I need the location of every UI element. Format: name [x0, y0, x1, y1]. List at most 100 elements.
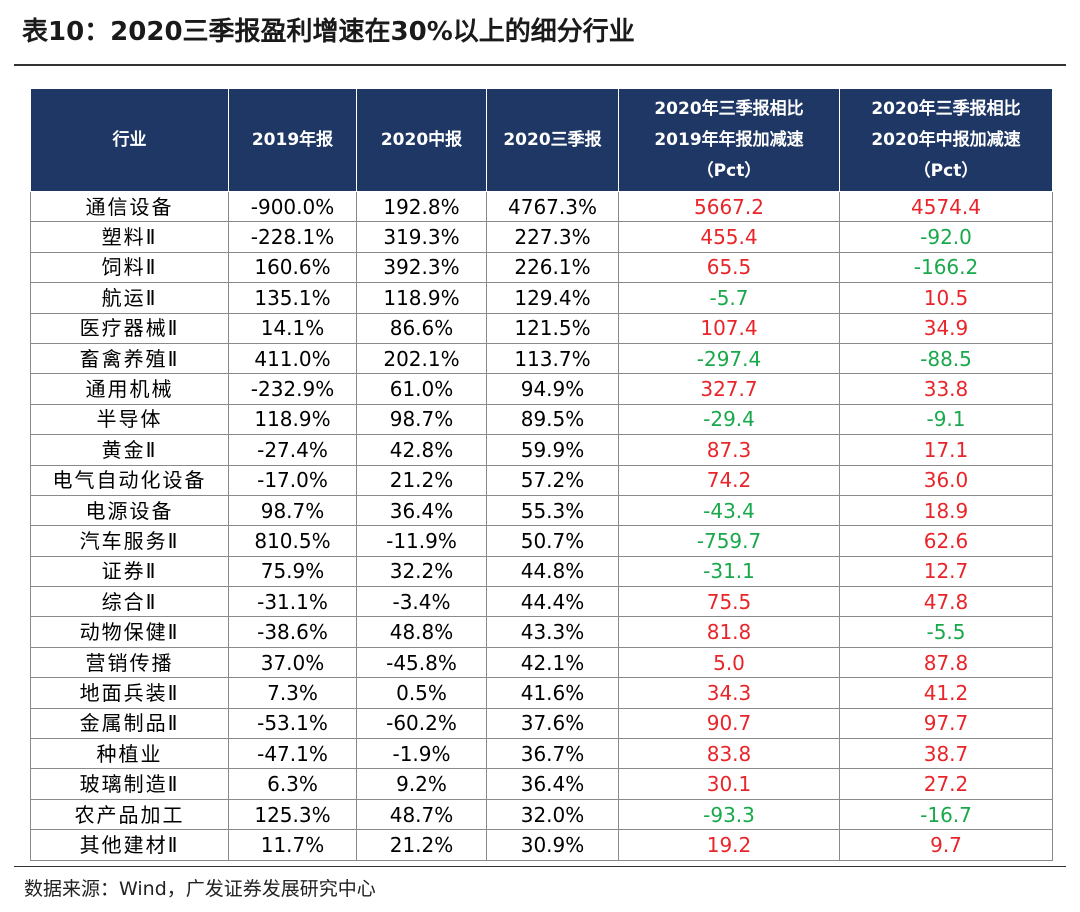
industry-cell: 电源设备 — [30, 494, 229, 527]
change-cell: 9.7 — [839, 829, 1053, 861]
change-cell: 75.5 — [618, 586, 840, 618]
industry-cell: 金属制品Ⅱ — [30, 707, 229, 740]
top-divider — [14, 64, 1066, 66]
growth-cell: 9.2% — [356, 768, 487, 800]
table-row: 通信设备 -900.0% 192.8% 4767.3% 5667.2 4574.4 — [30, 190, 1053, 223]
industry-cell: 种植业 — [30, 738, 229, 770]
change-cell: -31.1 — [618, 555, 840, 588]
change-cell: 27.2 — [839, 768, 1053, 800]
growth-cell: 94.9% — [486, 373, 619, 405]
change-cell: 90.7 — [618, 707, 840, 740]
industry-cell: 半导体 — [30, 403, 229, 436]
growth-cell: 810.5% — [228, 525, 357, 557]
industry-cell: 医疗器械Ⅱ — [30, 312, 229, 344]
change-cell: 87.8 — [839, 646, 1053, 679]
table-row: 电气自动化设备 -17.0% 21.2% 57.2% 74.2 36.0 — [30, 464, 1053, 496]
growth-cell: 36.4% — [486, 768, 619, 800]
column-header: 2020年三季报相比 2020年中报加减速 （Pct） — [839, 88, 1053, 192]
column-header: 2020年三季报相比 2019年年报加减速 （Pct） — [618, 88, 840, 192]
column-header-line: （Pct） — [696, 160, 762, 181]
growth-cell: 118.9% — [228, 403, 357, 436]
column-header: 2020中报 — [356, 88, 487, 192]
table-row: 玻璃制造Ⅱ 6.3% 9.2% 36.4% 30.1 27.2 — [30, 768, 1053, 800]
growth-cell: 36.7% — [486, 738, 619, 770]
change-cell: 107.4 — [618, 312, 840, 344]
growth-cell: -17.0% — [228, 464, 357, 496]
column-header-line: 行业 — [112, 129, 147, 150]
change-cell: -43.4 — [618, 494, 840, 527]
growth-cell: 44.4% — [486, 586, 619, 618]
growth-cell: 125.3% — [228, 798, 357, 831]
industry-cell: 证券Ⅱ — [30, 555, 229, 588]
growth-cell: 113.7% — [486, 342, 619, 375]
industry-cell: 通信设备 — [30, 190, 229, 223]
growth-cell: 192.8% — [356, 190, 487, 223]
change-cell: 87.3 — [618, 434, 840, 466]
change-cell: -88.5 — [839, 342, 1053, 375]
industry-growth-table: 行业 2019年报 2020中报 2020三季报 2020年三季报相比 2019年年报加减… — [30, 88, 1053, 861]
growth-cell: -47.1% — [228, 738, 357, 770]
table-row: 金属制品Ⅱ -53.1% -60.2% 37.6% 90.7 97.7 — [30, 707, 1053, 740]
growth-cell: -11.9% — [356, 525, 487, 557]
table-row: 黄金Ⅱ -27.4% 42.8% 59.9% 87.3 17.1 — [30, 434, 1053, 466]
industry-cell: 塑料Ⅱ — [30, 221, 229, 253]
column-header-line: （Pct） — [913, 160, 979, 181]
growth-cell: 21.2% — [356, 829, 487, 861]
growth-cell: 32.2% — [356, 555, 487, 588]
change-cell: 12.7 — [839, 555, 1053, 588]
table-body: 通信设备 -900.0% 192.8% 4767.3% 5667.2 4574.4 塑料Ⅱ -… — [30, 190, 1053, 861]
growth-cell: 98.7% — [356, 403, 487, 436]
growth-cell: 4767.3% — [486, 190, 619, 223]
growth-cell: 43.3% — [486, 616, 619, 648]
industry-cell: 电气自动化设备 — [30, 464, 229, 496]
column-header-line: 2020中报 — [380, 129, 463, 150]
growth-cell: 319.3% — [356, 221, 487, 253]
column-header-line: 2019年报 — [251, 129, 334, 150]
header-row: 行业 2019年报 2020中报 2020三季报 2020年三季报相比 2019年年报加减… — [30, 88, 1053, 192]
growth-cell: 30.9% — [486, 829, 619, 861]
table-row: 饲料Ⅱ 160.6% 392.3% 226.1% 65.5 -166.2 — [30, 251, 1053, 284]
industry-cell: 通用机械 — [30, 373, 229, 405]
growth-cell: 14.1% — [228, 312, 357, 344]
industry-cell: 黄金Ⅱ — [30, 434, 229, 466]
change-cell: 455.4 — [618, 221, 840, 253]
growth-cell: 41.6% — [486, 677, 619, 709]
change-cell: 17.1 — [839, 434, 1053, 466]
change-cell: 97.7 — [839, 707, 1053, 740]
change-cell: 33.8 — [839, 373, 1053, 405]
table-row: 塑料Ⅱ -228.1% 319.3% 227.3% 455.4 -92.0 — [30, 221, 1053, 253]
growth-cell: 42.1% — [486, 646, 619, 679]
growth-cell: 202.1% — [356, 342, 487, 375]
table-row: 电源设备 98.7% 36.4% 55.3% -43.4 18.9 — [30, 494, 1053, 527]
growth-cell: 392.3% — [356, 251, 487, 284]
growth-cell: 411.0% — [228, 342, 357, 375]
change-cell: 65.5 — [618, 251, 840, 284]
change-cell: -5.7 — [618, 282, 840, 314]
growth-cell: 50.7% — [486, 525, 619, 557]
table-row: 医疗器械Ⅱ 14.1% 86.6% 121.5% 107.4 34.9 — [30, 312, 1053, 344]
growth-cell: 44.8% — [486, 555, 619, 588]
growth-cell: 160.6% — [228, 251, 357, 284]
growth-cell: -38.6% — [228, 616, 357, 648]
industry-cell: 汽车服务Ⅱ — [30, 525, 229, 557]
change-cell: -297.4 — [618, 342, 840, 375]
growth-cell: 42.8% — [356, 434, 487, 466]
growth-cell: -232.9% — [228, 373, 357, 405]
table-row: 农产品加工 125.3% 48.7% 32.0% -93.3 -16.7 — [30, 798, 1053, 831]
table-row: 种植业 -47.1% -1.9% 36.7% 83.8 38.7 — [30, 738, 1053, 770]
growth-cell: 59.9% — [486, 434, 619, 466]
growth-cell: 129.4% — [486, 282, 619, 314]
change-cell: 34.9 — [839, 312, 1053, 344]
industry-cell: 畜禽养殖Ⅱ — [30, 342, 229, 375]
table-header: 行业 2019年报 2020中报 2020三季报 2020年三季报相比 2019年年报加减… — [30, 88, 1053, 192]
growth-cell: 121.5% — [486, 312, 619, 344]
table-row: 汽车服务Ⅱ 810.5% -11.9% 50.7% -759.7 62.6 — [30, 525, 1053, 557]
change-cell: 19.2 — [618, 829, 840, 861]
change-cell: -29.4 — [618, 403, 840, 436]
column-header-line: 2020年中报加减速 — [871, 129, 1021, 150]
table-row: 通用机械 -232.9% 61.0% 94.9% 327.7 33.8 — [30, 373, 1053, 405]
growth-cell: -228.1% — [228, 221, 357, 253]
growth-cell: -900.0% — [228, 190, 357, 223]
growth-cell: 57.2% — [486, 464, 619, 496]
change-cell: 4574.4 — [839, 190, 1053, 223]
